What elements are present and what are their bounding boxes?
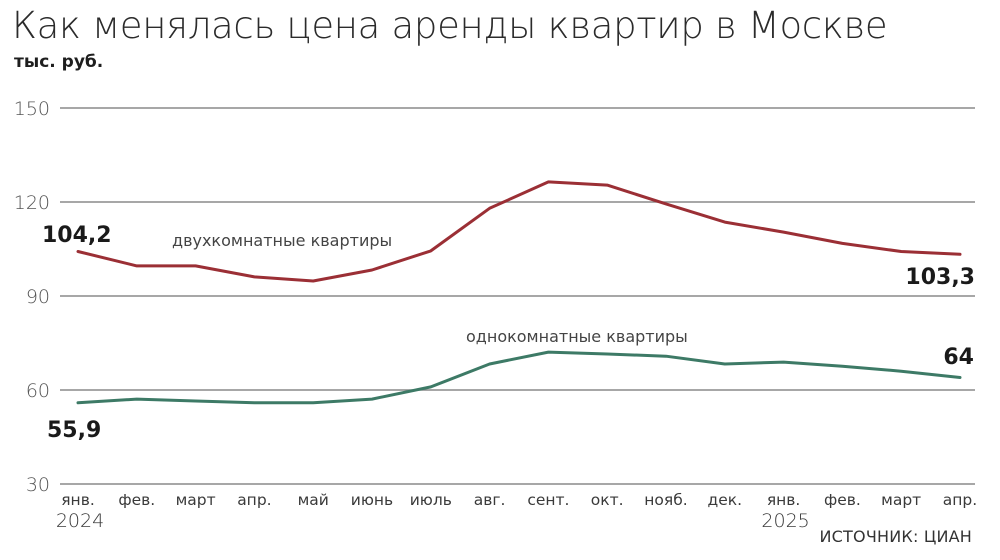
y-tick-label: 30 — [26, 474, 50, 496]
x-tick-label: май — [298, 491, 329, 509]
two-room-series-label: двухкомнатные квартиры — [172, 231, 392, 250]
year-label: 2024 — [56, 510, 104, 532]
x-tick-label: апр. — [943, 491, 977, 509]
x-tick-label: дек. — [708, 491, 743, 509]
one-room-line — [76, 350, 962, 405]
one-room-start-value: 55,9 — [47, 418, 101, 443]
x-tick-label: сент. — [527, 491, 569, 509]
x-tick-label: фев. — [824, 491, 861, 509]
x-tick-label: март — [881, 491, 921, 509]
x-tick-label: окт. — [591, 491, 624, 509]
two-room-start-value: 104,2 — [42, 223, 112, 248]
x-tick-label: июль — [410, 491, 452, 509]
two-room-end-value: 103,3 — [905, 265, 975, 290]
y-tick-label: 120 — [14, 192, 50, 214]
x-tick-label: июнь — [351, 491, 393, 509]
one-room-end-value: 64 — [943, 345, 974, 370]
y-tick-label: 60 — [26, 380, 50, 402]
grid-lines — [60, 107, 975, 485]
x-tick-label: март — [176, 491, 216, 509]
x-tick-label: апр. — [237, 491, 271, 509]
x-tick-label: нояб. — [644, 491, 687, 509]
one-room-series-label: однокомнатные квартиры — [466, 327, 688, 346]
data-labels: двухкомнатные квартиры однокомнатные квар… — [42, 223, 975, 443]
series-lines — [76, 180, 962, 405]
unit-label: тыс. руб. — [14, 52, 104, 72]
y-axis-ticks: 30 60 90 120 150 — [14, 98, 50, 496]
y-tick-label: 150 — [14, 98, 50, 120]
two-room-line — [76, 180, 962, 283]
x-tick-label: янв. — [61, 491, 95, 509]
x-tick-label: фев. — [118, 491, 155, 509]
x-tick-label: авг. — [474, 491, 506, 509]
year-label: 2025 — [761, 510, 809, 532]
source-note: ИСТОЧНИК: ЦИАН — [819, 527, 972, 546]
chart-title: Как менялась цена аренды квартир в Москв… — [12, 4, 888, 47]
x-axis-ticks: янв. фев. март апр. май июнь июль авг. сент. окт.… — [56, 491, 977, 532]
x-tick-label: янв. — [767, 491, 801, 509]
y-tick-label: 90 — [26, 286, 50, 308]
